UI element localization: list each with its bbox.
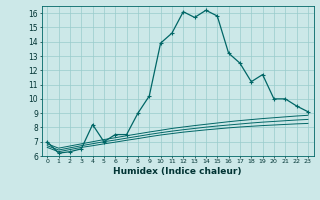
X-axis label: Humidex (Indice chaleur): Humidex (Indice chaleur) — [113, 167, 242, 176]
